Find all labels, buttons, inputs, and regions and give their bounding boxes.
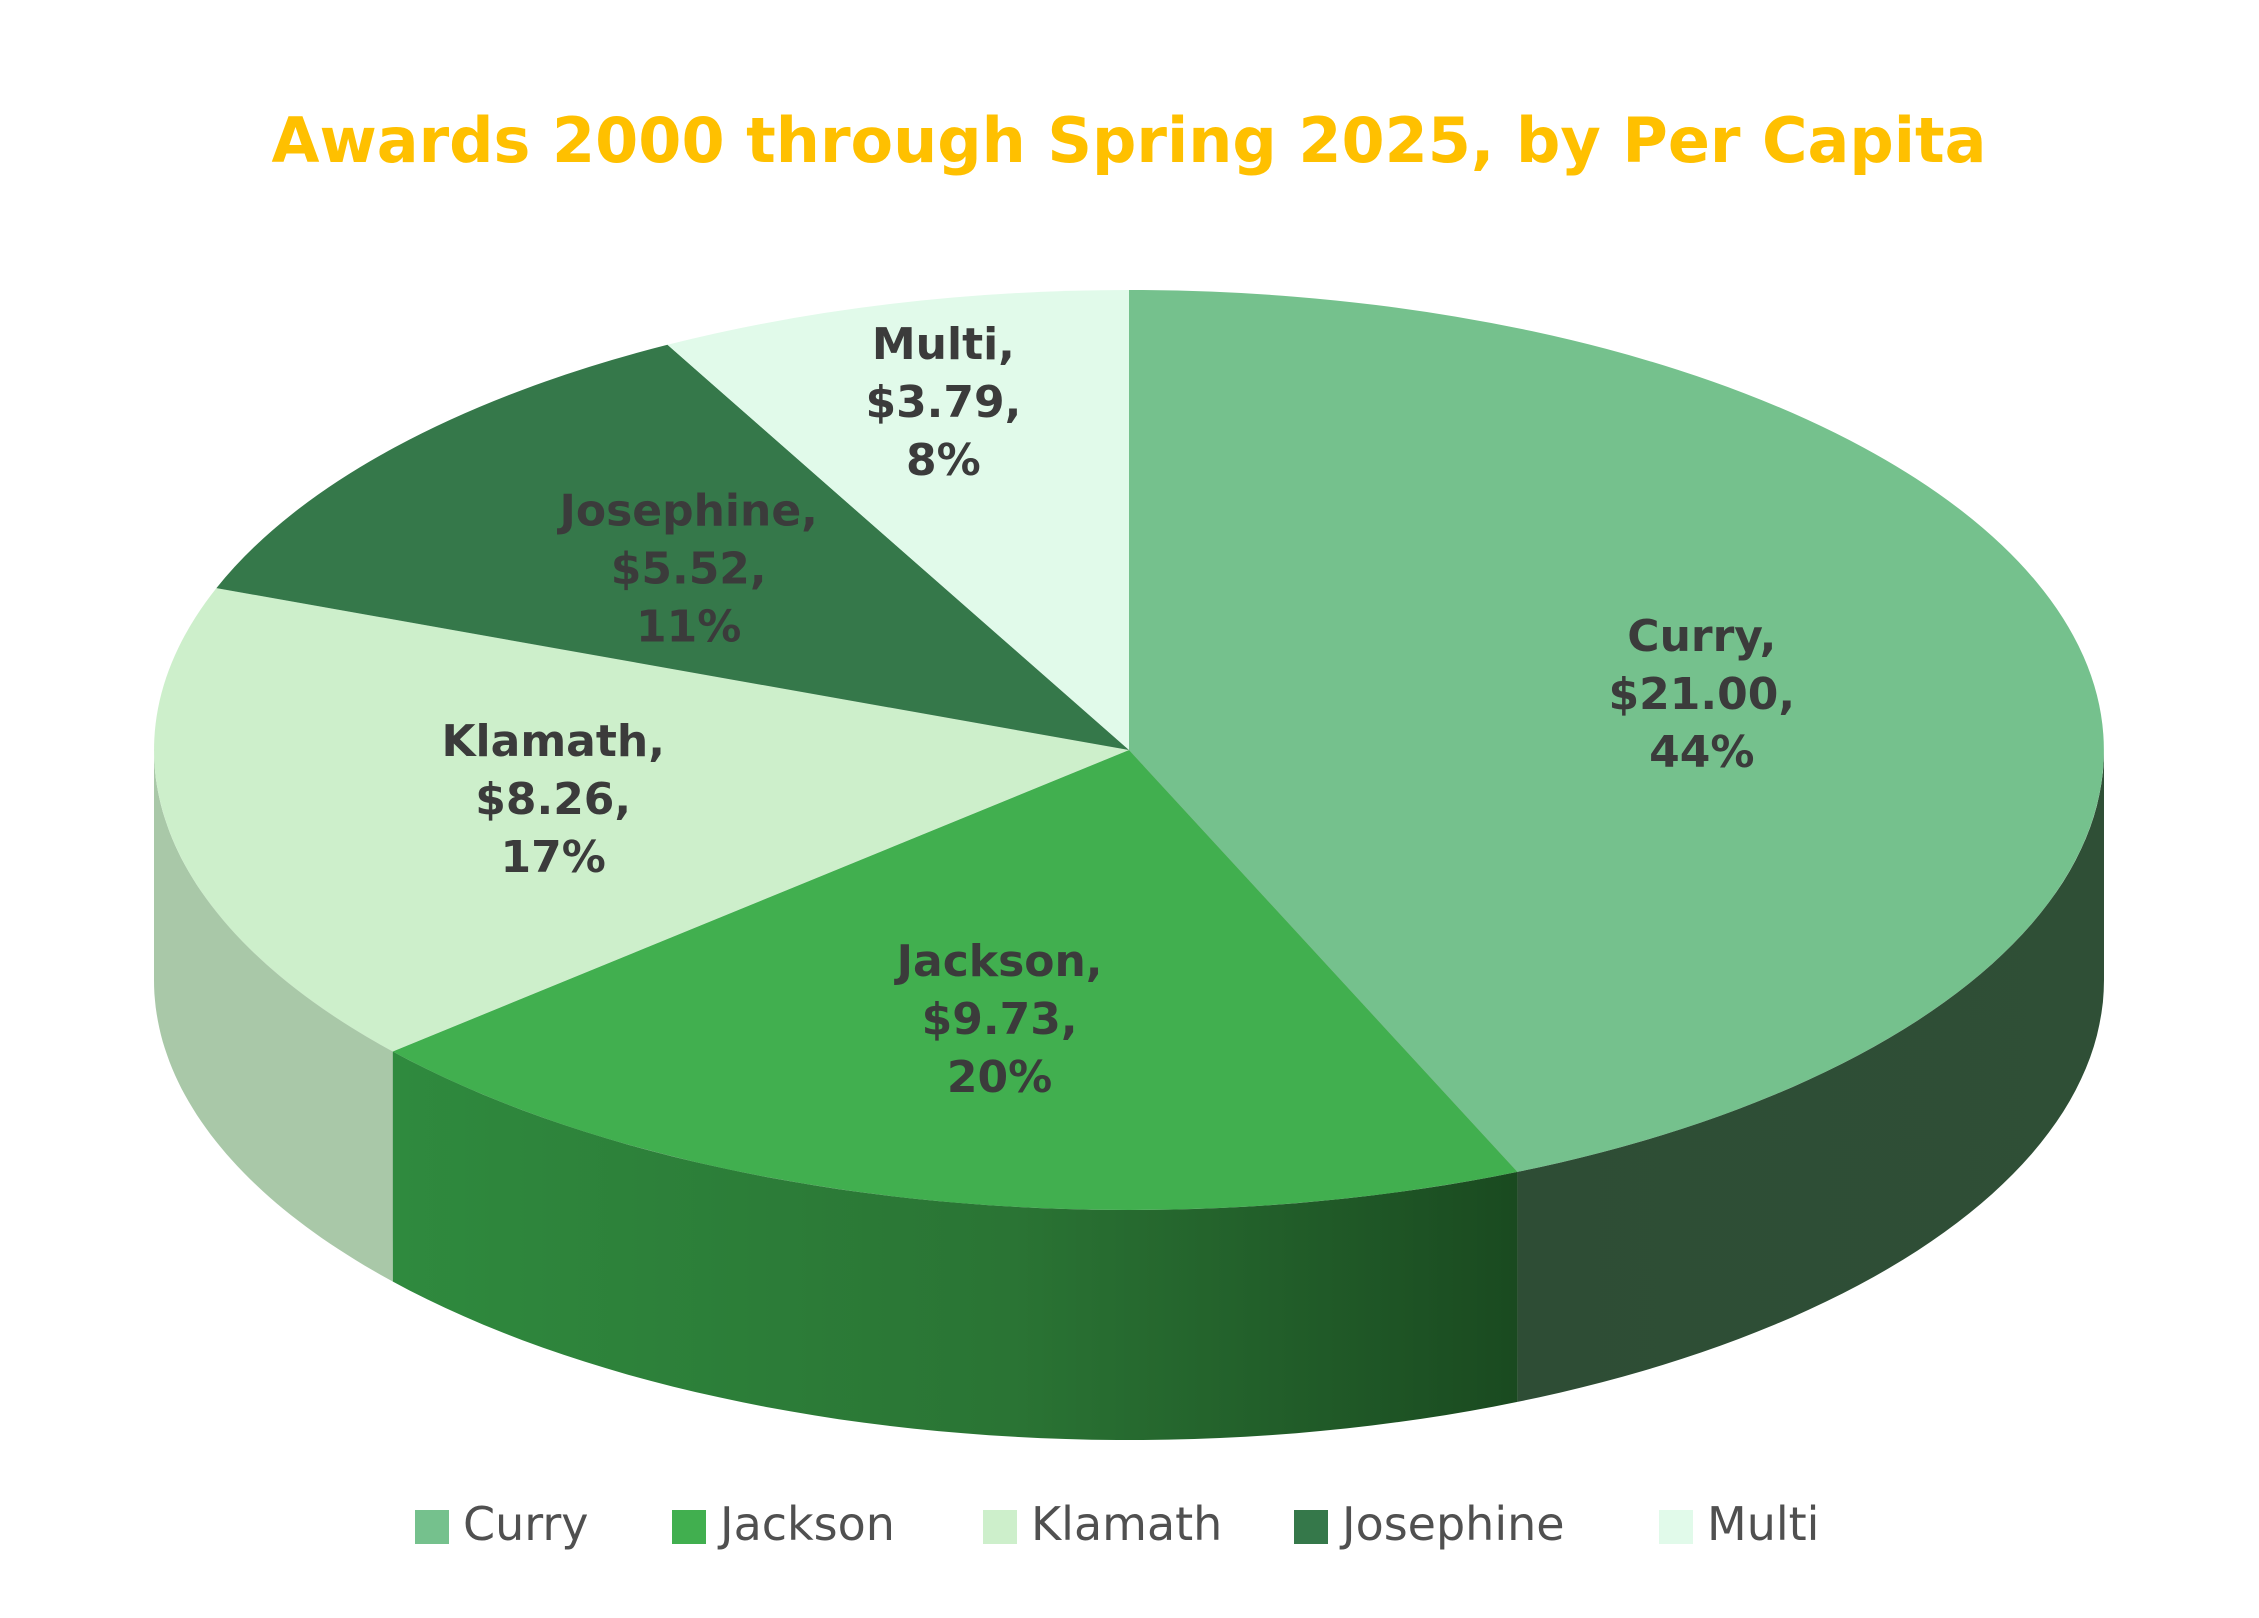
slice-labels: Curry, $21.00, 44% Jackson, $9.73, 20% Klamath… <box>441 319 1795 1103</box>
legend-item-klamath: Klamath <box>983 1497 1222 1551</box>
slice-percent-label: 20% <box>947 1052 1052 1103</box>
pie-sides <box>154 750 2104 1440</box>
slice-multi <box>667 290 1129 750</box>
legend-swatch <box>415 1510 449 1544</box>
legend-item-multi: Multi <box>1659 1497 1819 1551</box>
slice-name-label: Klamath, <box>441 716 664 767</box>
legend-label: Klamath <box>1031 1497 1222 1551</box>
slice-value-label: $21.00, <box>1609 669 1796 720</box>
slice-label-multi: Multi, $3.79, 8% <box>865 319 1021 486</box>
slice-label-josephine: Josephine, $5.52, 11% <box>556 485 817 652</box>
legend-item-josephine: Josephine <box>1294 1497 1565 1551</box>
slice-label-curry: Curry, $21.00, 44% <box>1609 611 1796 778</box>
slice-value-label: $3.79, <box>865 377 1021 428</box>
slice-label-jackson: Jackson, $9.73, 20% <box>894 936 1103 1103</box>
slice-percent-label: 8% <box>906 435 981 486</box>
slice-name-label: Josephine, <box>556 485 817 536</box>
slice-name-label: Multi, <box>872 319 1015 370</box>
legend-item-jackson: Jackson <box>672 1497 895 1551</box>
slice-side-curry <box>1517 750 2104 1402</box>
slice-value-label: $8.26, <box>475 774 631 825</box>
slice-side-jackson <box>392 1051 1518 1440</box>
legend-swatch <box>983 1510 1017 1544</box>
legend: Curry Jackson Klamath Josephine Multi <box>415 1497 1819 1551</box>
slice-josephine <box>216 344 1129 750</box>
slice-percent-label: 44% <box>1649 727 1754 778</box>
slice-klamath <box>154 588 1129 1052</box>
slice-side-klamath <box>154 750 393 1282</box>
slice-jackson <box>392 750 1518 1210</box>
legend-swatch <box>1294 1510 1328 1544</box>
legend-swatch <box>1659 1510 1693 1544</box>
slice-name-label: Curry, <box>1627 611 1776 662</box>
slice-value-label: $5.52, <box>611 543 767 594</box>
chart-title: Awards 2000 through Spring 2025, by Per … <box>271 104 1986 177</box>
slice-value-label: $9.73, <box>922 994 1078 1045</box>
slice-percent-label: 17% <box>501 832 606 883</box>
legend-label: Curry <box>463 1497 589 1551</box>
legend-label: Jackson <box>717 1497 895 1551</box>
legend-swatch <box>672 1510 706 1544</box>
slice-curry <box>1129 290 2104 1172</box>
slice-percent-label: 11% <box>636 601 741 652</box>
slice-label-klamath: Klamath, $8.26, 17% <box>441 716 664 883</box>
legend-label: Multi <box>1707 1497 1819 1551</box>
slice-name-label: Jackson, <box>894 936 1103 987</box>
legend-label: Josephine <box>1339 1497 1565 1551</box>
legend-item-curry: Curry <box>415 1497 589 1551</box>
pie-tops <box>154 290 2104 1210</box>
